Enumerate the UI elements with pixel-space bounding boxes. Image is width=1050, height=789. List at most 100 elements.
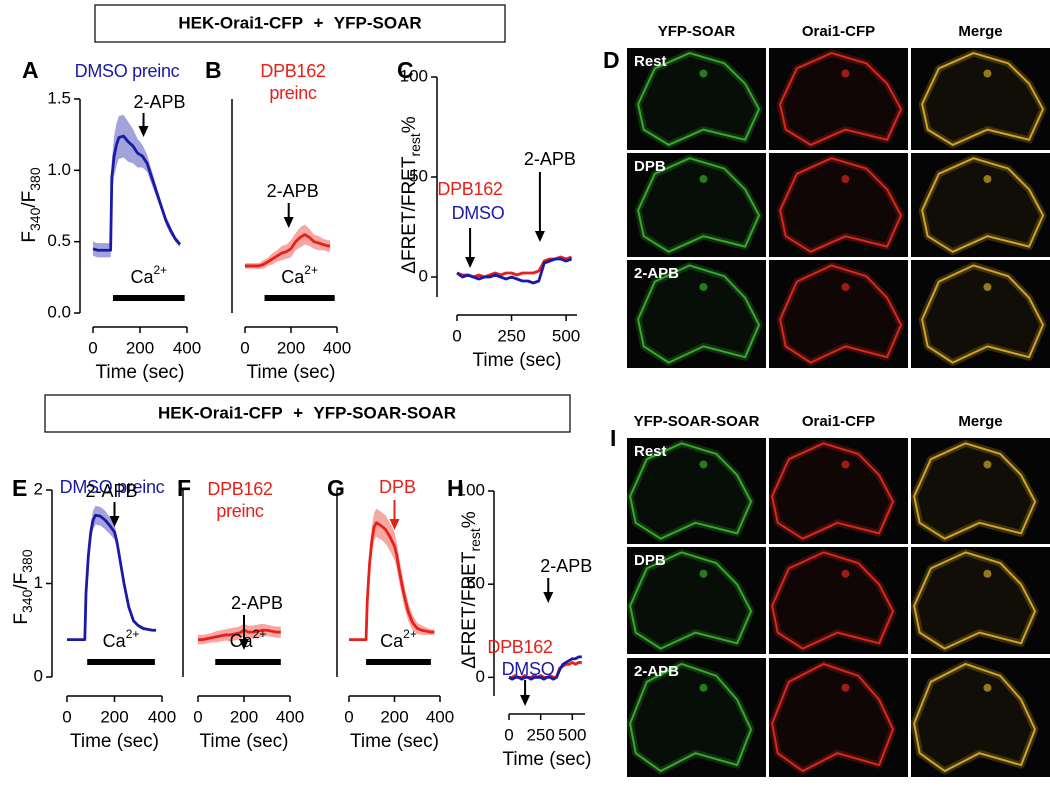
legend: DMSO preinc [59,477,165,497]
micrograph [769,438,908,544]
cell-outline [637,264,761,364]
arrow-head [283,217,294,228]
panel-letter: D [603,47,620,73]
ca-label: Ca2+ [230,627,267,651]
cell-spot [983,460,992,469]
cell-outline [921,157,1045,253]
panel-letter: H [447,475,464,501]
annotation: 2-APB [134,92,186,112]
header-box [94,4,506,43]
legend-label: DMSO preinc [59,477,165,497]
cell-spot [699,460,708,469]
cell-outline [637,157,761,253]
y-axis-label: F340/F380 [19,167,43,242]
cell-spot [841,175,850,183]
legend: DPB162 [487,637,553,657]
series-line [67,513,157,641]
panel-letter: I [610,425,616,451]
annotation: 2-APB [524,149,576,169]
series-line [245,233,331,268]
arrow-head [543,592,554,603]
y-tick-label: 50 [409,166,428,185]
y-tick-label: 1.0 [47,160,71,179]
cell-spot [699,69,708,78]
header-box [44,394,571,433]
ca-bar [112,295,185,301]
micrograph [911,658,1050,777]
cell-outline [779,264,903,364]
cell-spot [983,569,992,578]
y-tick-label: 0 [34,666,43,685]
x-axis-label: Time (sec) [95,362,184,383]
legend: DMSO preinc [75,61,180,81]
annotation: 2-APB [267,181,319,201]
cell-spot [841,69,850,78]
x-axis-label: Time (sec) [246,362,335,383]
x-tick-label: 400 [148,707,176,726]
x-axis-label: Time (sec) [472,350,561,371]
legend: DPB162 preinc [260,61,326,103]
error-band [93,114,180,258]
x-tick-label: 200 [100,707,128,726]
ca-label-part: 2+ [403,627,417,641]
ca-bar [215,659,281,665]
y-axis-label-part: 340 [27,207,43,231]
panel-letter: E [12,475,27,501]
column-header: YFP-SOAR [658,23,736,40]
x-tick-label: 0 [193,707,202,726]
ca-label-part: Ca [380,631,404,651]
cell-spot [699,683,708,692]
cell-outline [629,551,753,650]
cell-outline [913,442,1037,540]
row-label: DPB [634,158,666,175]
cell-outline [921,264,1045,364]
annotation: 2-APB [85,481,137,501]
series-line [92,134,182,252]
cell-outline [779,157,903,253]
x-tick-label: 500 [552,326,580,345]
y-axis-label-part: rest [467,528,483,551]
ca-label-part: 2+ [153,263,167,277]
legend: DPB162 preinc [207,479,273,521]
y-tick-label: 0.0 [47,302,71,321]
x-tick-label: 200 [126,338,154,357]
y-axis-label-part: F [11,613,32,625]
cell-spot [983,683,992,692]
y-axis-label-part: 380 [27,167,43,191]
cell-outline [637,52,761,146]
x-tick-label: 200 [277,338,305,357]
y-axis-label: ΔFRET/FRETrest% [459,511,483,669]
ca-bar [264,295,335,301]
x-tick-label: 250 [497,326,525,345]
legend-label: DMSO [501,659,555,679]
cell-spot [983,283,992,291]
ca-label-part: Ca [130,267,154,287]
cell-outline [913,662,1037,773]
micrograph [911,547,1050,654]
column-header: YFP-SOAR-SOAR [634,413,760,430]
header-title: HEK-Orai1-CFP + YFP-SOAR [178,13,421,32]
ca-label-part: 2+ [253,627,267,641]
y-tick-label: 0 [476,667,485,686]
micrograph [911,438,1050,544]
y-tick-label: 100 [400,66,428,85]
column-header: Merge [958,413,1002,430]
panel-letter: B [205,57,222,83]
y-axis-label: F340/F380 [11,549,35,624]
series-line [349,521,435,641]
cell-outline [913,551,1037,650]
legend-label: DPB162 [487,637,553,657]
arrow-head [109,516,120,527]
y-axis-label-part: % [459,511,480,528]
y-tick-label: 1 [34,573,43,592]
x-tick-label: 0 [62,707,71,726]
y-axis-label-part: F [19,231,40,243]
y-axis-label-part: ΔFRET/FRET [399,156,420,274]
x-tick-label: 400 [276,707,304,726]
x-tick-label: 200 [380,707,408,726]
y-axis-label-part: 380 [19,549,35,573]
arrow-head [138,126,149,137]
annotation: 2-APB [231,593,283,613]
row-label: Rest [634,443,667,460]
